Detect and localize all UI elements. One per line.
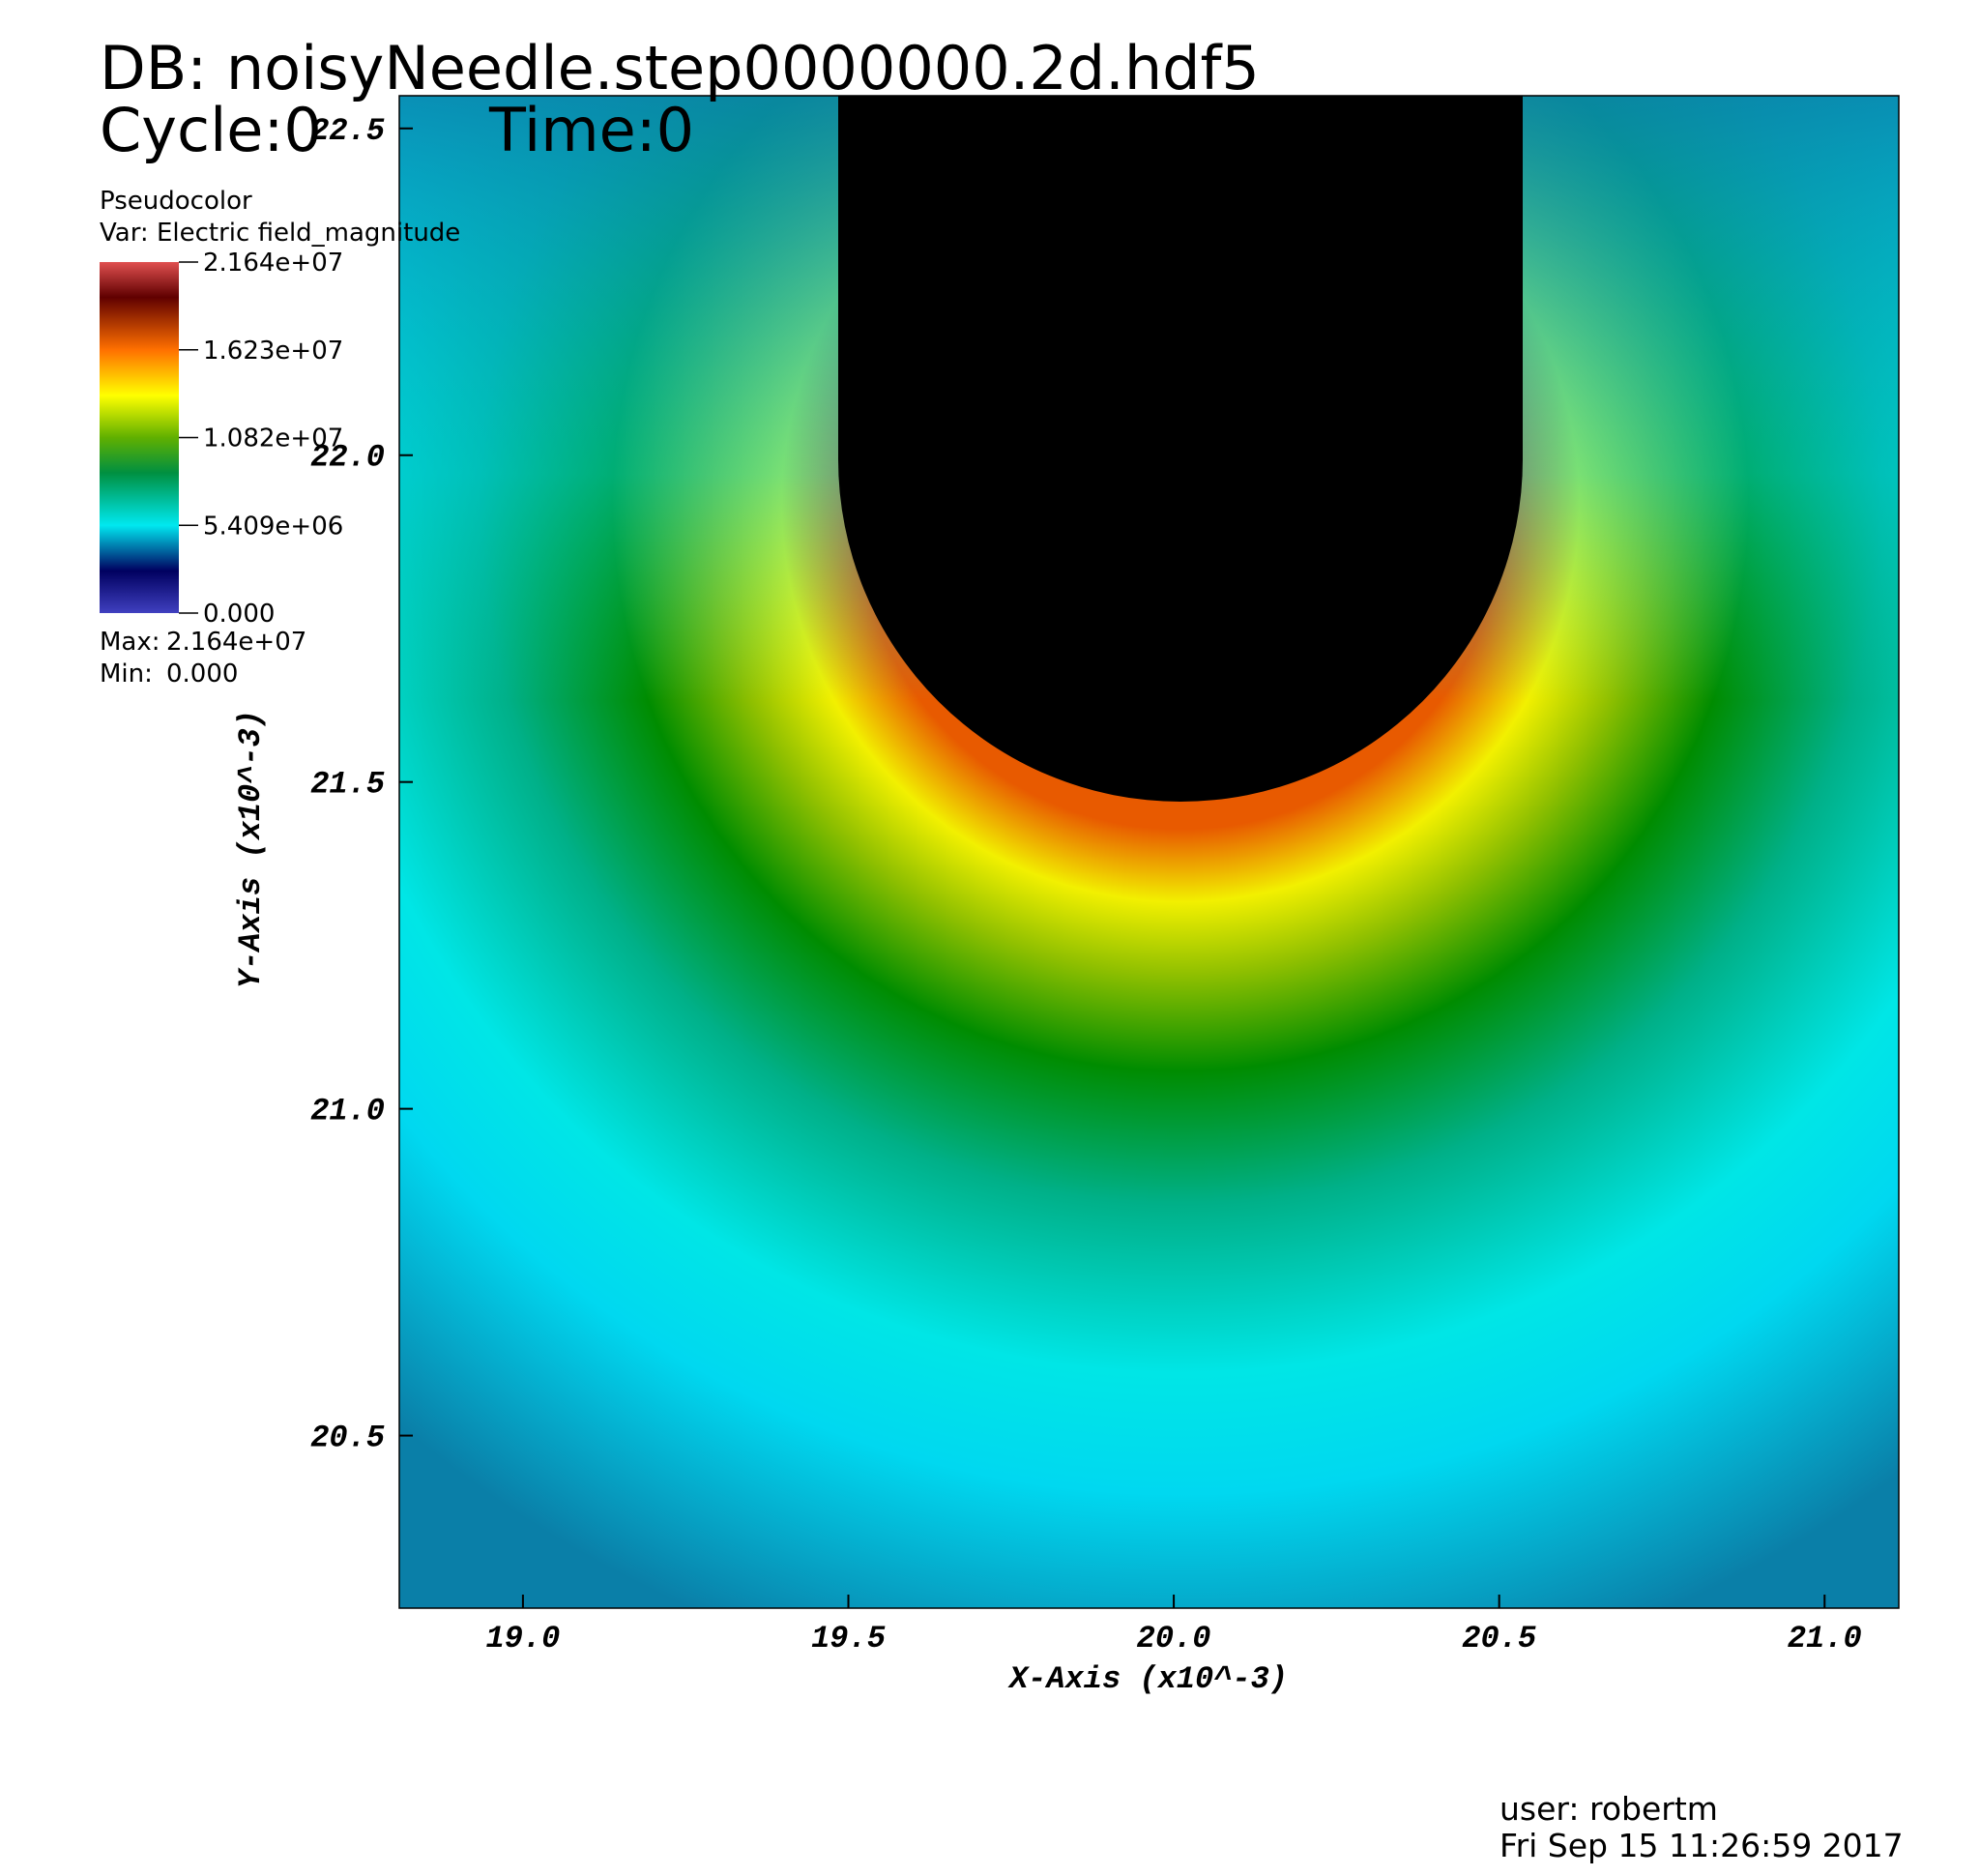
y-tick-label: 20.5 — [310, 1421, 385, 1456]
colorbar-tick-label: 5.409e+06 — [203, 512, 343, 541]
field — [398, 95, 1900, 1609]
colorbar-tick-label: 1.623e+07 — [203, 337, 343, 366]
date: Fri Sep 15 11:26:59 2017 — [1500, 1827, 1904, 1864]
y-tick-label: 22.5 — [310, 113, 385, 149]
colorbar — [100, 262, 179, 613]
y-tick-label: 21.0 — [310, 1094, 385, 1129]
colorbar-tick-label: 1.082e+07 — [203, 425, 343, 454]
colorbar-tick-label: 0.000 — [203, 600, 275, 629]
y-tick-label: 22.0 — [310, 440, 385, 476]
x-tick-label: 19.5 — [811, 1621, 886, 1656]
needle — [838, 96, 1523, 802]
x-tick-label: 20.5 — [1462, 1621, 1536, 1656]
cycle: Cycle:0 — [100, 95, 322, 165]
x-axis-label: X-Axis (x10^-3) — [1007, 1661, 1288, 1697]
title: DB: noisyNeedle.step0000000.2d.hdf5 — [100, 33, 1260, 103]
x-tick-label: 21.0 — [1788, 1621, 1862, 1656]
user: user: robertm — [1500, 1790, 1718, 1828]
plot-name: Pseudocolor — [100, 187, 252, 216]
max-label: Max: — [100, 628, 160, 657]
x-tick-label: 19.0 — [485, 1621, 560, 1656]
y-tick-label: 21.5 — [310, 767, 385, 803]
max-value: 2.164e+07 — [166, 628, 306, 657]
min-value: 0.000 — [166, 660, 238, 689]
time: Time:0 — [488, 95, 694, 165]
x-tick-label: 20.0 — [1137, 1621, 1211, 1656]
colorbar-tick-label: 2.164e+07 — [203, 249, 343, 278]
min-label: Min: — [100, 660, 153, 689]
variable: Var: Electric field_magnitude — [100, 219, 460, 248]
y-axis-label: Y-Axis (x10^-3) — [233, 710, 269, 988]
